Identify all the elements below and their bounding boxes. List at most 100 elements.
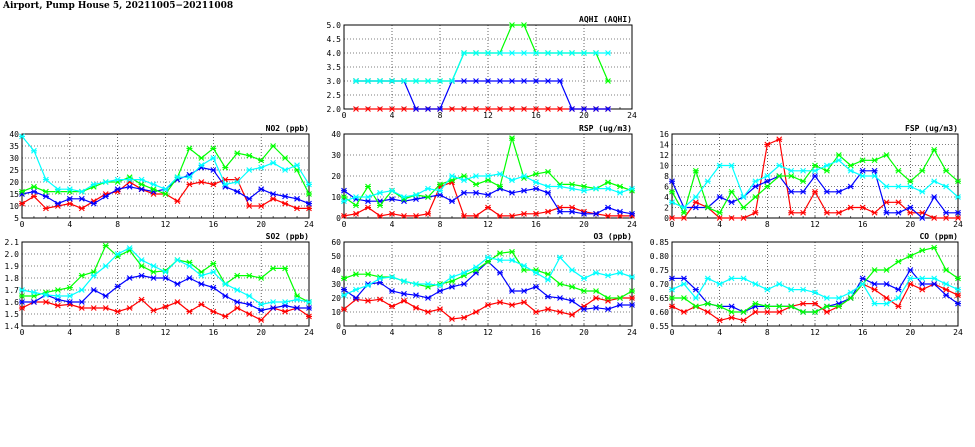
data-point <box>449 274 455 280</box>
x-tick-label: 24 <box>627 220 637 229</box>
data-point <box>270 195 277 202</box>
data-point <box>716 303 723 310</box>
data-point <box>859 157 866 164</box>
data-point <box>835 157 842 164</box>
data-point <box>270 143 277 149</box>
y-tick-label: 25 <box>9 166 19 175</box>
y-tick-label: 2.0 <box>327 105 342 114</box>
data-point <box>126 183 133 190</box>
x-tick-label: 20 <box>579 328 589 337</box>
data-point <box>955 292 961 299</box>
data-point <box>569 208 575 215</box>
data-point <box>42 193 49 200</box>
data-point <box>473 50 479 56</box>
plot-frame <box>343 241 633 327</box>
x-tick-label: 12 <box>483 111 493 120</box>
data-point <box>776 303 783 310</box>
data-point <box>847 167 854 174</box>
data-point <box>776 309 783 315</box>
x-tick-label: 16 <box>209 328 219 337</box>
data-point <box>692 194 699 200</box>
data-point <box>509 248 515 255</box>
data-point <box>629 210 635 217</box>
data-point <box>931 275 938 282</box>
y-tick-label: 0 <box>336 214 341 223</box>
data-point <box>353 106 359 112</box>
data-point <box>341 275 347 282</box>
data-point <box>943 209 950 216</box>
data-point <box>800 188 807 195</box>
data-point <box>593 50 599 56</box>
data-point <box>497 257 503 264</box>
data-point <box>258 301 265 308</box>
data-point <box>66 186 73 193</box>
data-point <box>365 204 371 211</box>
data-point <box>931 281 938 287</box>
data-point <box>282 167 289 173</box>
data-point <box>19 133 25 140</box>
data-point <box>66 299 73 305</box>
data-point <box>509 213 515 219</box>
data-point <box>234 188 241 195</box>
data-point <box>728 215 735 221</box>
data-point <box>605 78 611 84</box>
data-point <box>740 309 747 315</box>
data-point <box>605 272 611 279</box>
chart-panel-2: RSP (ug/m3) 0 4 8 12 16 20 24 0 10 20 30 40 <box>331 124 637 229</box>
data-point <box>557 50 563 56</box>
series-red <box>341 179 635 219</box>
data-point <box>377 189 383 196</box>
data-point <box>150 181 157 188</box>
data-point <box>533 171 539 177</box>
y-tick-label: 5 <box>14 214 19 223</box>
y-tick-label: 30 <box>331 280 341 289</box>
data-point <box>859 204 866 211</box>
y-tick-label: 0.70 <box>650 280 669 289</box>
y-tick-label: 0.85 <box>650 238 669 247</box>
data-point <box>823 309 830 315</box>
y-tick-label: 20 <box>331 294 341 303</box>
y-tick-label: 1.8 <box>5 274 20 283</box>
data-point <box>461 213 467 219</box>
data-point <box>521 173 527 179</box>
data-point <box>557 295 563 301</box>
y-tick-label: 0.60 <box>650 308 669 317</box>
data-point <box>907 253 914 259</box>
data-point <box>931 178 938 185</box>
chart-panel-0: AQHI (AQHI) 0 4 8 12 16 20 24 2.0 2.5 3.0 3.5 4.0 4.5… <box>327 15 637 120</box>
data-point <box>752 281 759 287</box>
data-point <box>907 178 914 185</box>
chart-panel-1: NO2 (ppb) 0 4 8 12 16 20 24 5 10 15 20 25 30 35 40 <box>9 124 314 229</box>
y-tick-label: 2.0 <box>5 250 20 259</box>
data-point <box>605 204 611 211</box>
data-point <box>497 299 503 306</box>
data-point <box>764 309 771 315</box>
data-point <box>449 78 455 84</box>
data-point <box>389 274 395 280</box>
data-point <box>461 78 467 84</box>
data-point <box>557 309 563 315</box>
data-point <box>955 286 961 293</box>
data-point <box>680 309 687 315</box>
data-point <box>258 307 265 314</box>
y-tick-label: 0.75 <box>650 266 669 275</box>
data-point <box>835 209 842 216</box>
y-tick-label: 2 <box>664 204 669 213</box>
data-point <box>473 173 479 179</box>
x-tick-label: 12 <box>810 328 820 337</box>
data-point <box>78 272 85 279</box>
y-tick-label: 0.80 <box>650 252 669 261</box>
data-point <box>365 183 371 190</box>
series-cyan <box>19 245 312 308</box>
data-point <box>895 286 902 293</box>
data-point <box>943 215 950 221</box>
data-point <box>42 176 49 183</box>
data-point <box>680 215 687 221</box>
data-point <box>509 257 515 264</box>
data-point <box>473 213 479 219</box>
data-point <box>425 295 431 301</box>
data-point <box>581 106 587 112</box>
data-point <box>669 286 675 293</box>
data-point <box>605 295 611 301</box>
data-point <box>341 187 347 194</box>
